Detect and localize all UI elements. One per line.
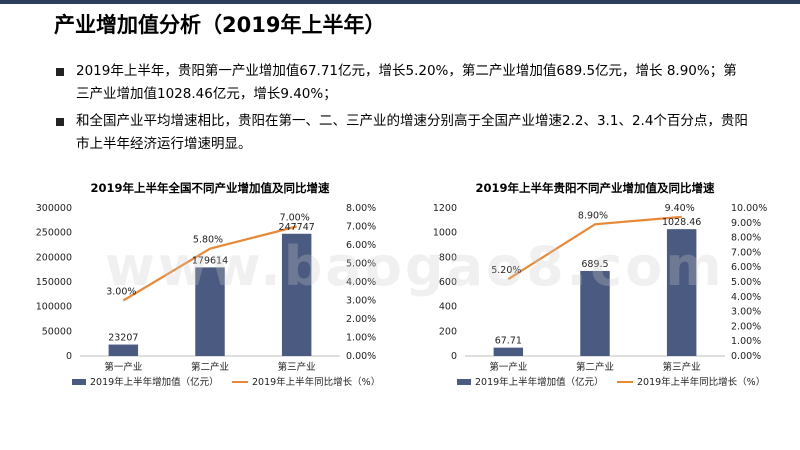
guiyang-growth-line [507,215,682,280]
national-line-value-label: 5.80% [193,235,223,246]
national-line-value-label: 3.00% [106,287,136,298]
guiyang-right-tick-label: 1.00% [731,336,761,347]
national-bar-value-label: 23207 [108,333,138,344]
national-left-tick-label: 150000 [36,277,72,288]
national-bar-value-label: 179614 [192,255,228,266]
bullet-text: 和全国产业平均增速相比，贵阳在第一、二、三产业的增速分别高于全国产业增速2.2、… [76,113,748,152]
guiyang-title: 2019年上半年贵阳不同产业增加值及同比增速 [475,181,715,195]
national-growth-line [122,225,297,302]
guiyang-category-label: 第一产业 [489,361,527,373]
bullet-item: 和全国产业平均增速相比，贵阳在第一、二、三产业的增速分别高于全国产业增速2.2、… [50,110,750,156]
guiyang-line-value-label: 5.20% [491,265,521,276]
national-right-tick-label: 7.00% [346,222,376,233]
guiyang-left-tick-label: 800 [439,252,457,263]
guiyang-line-value-label: 9.40% [665,203,695,214]
guiyang-right-tick-label: 7.00% [731,247,761,258]
guiyang-legend-line-label: 2019年上半年同比增长（%） [637,376,765,388]
national-category-label: 第二产业 [191,361,229,373]
national-left-tick-label: 250000 [36,228,72,239]
guiyang-left-tick-label: 0 [451,351,457,362]
guiyang-bar [666,229,697,356]
guiyang-left-tick-label: 1200 [433,203,457,214]
national-legend-bar-swatch [72,379,86,385]
guiyang-line-value-label: 8.90% [578,210,608,221]
guiyang-right-tick-label: 6.00% [731,262,761,273]
national-industry-chart: 2019年上半年全国不同产业增加值及同比增速 0 50000 100000 150000… [20,178,400,418]
national-right-tick-label: 8.00% [346,203,376,214]
national-title: 2019年上半年全国不同产业增加值及同比增速 [90,181,330,195]
national-line-value-label: 7.00% [280,213,310,224]
guiyang-bar-value-label: 689.5 [581,259,608,270]
national-category-label: 第三产业 [278,361,316,373]
national-bar [281,233,312,356]
guiyang-left-tick-label: 400 [439,302,457,313]
bullet-item: 2019年上半年，贵阳第一产业增加值67.71亿元，增长5.20%，第二产业增加… [50,60,750,106]
national-right-tick-label: 5.00% [346,259,376,270]
guiyang-legend-bar-swatch [457,379,471,385]
national-bar [195,267,225,356]
guiyang-right-tick-label: 8.00% [731,233,761,244]
guiyang-industry-chart: 2019年上半年贵阳不同产业增加值及同比增速 0 200 400 600 800 1000 1… [405,178,785,418]
bullet-list: 2019年上半年，贵阳第一产业增加值67.71亿元，增长5.20%，第二产业增加… [50,60,750,160]
guiyang-right-tick-label: 10.00% [731,203,767,214]
national-bar [108,344,139,356]
national-left-tick-label: 300000 [36,203,72,214]
bullet-square-icon [56,118,64,126]
national-right-tick-label: 3.00% [346,296,376,307]
national-left-tick-label: 0 [66,351,72,362]
national-bar-value-label: 247747 [279,222,315,233]
guiyang-left-tick-label: 1000 [433,228,457,239]
guiyang-right-tick-label: 5.00% [731,277,761,288]
national-left-tick-label: 100000 [36,302,72,313]
national-right-tick-label: 2.00% [346,314,376,325]
guiyang-legend-bar-label: 2019年上半年增加值（亿元） [475,376,604,388]
guiyang-left-tick-label: 200 [439,326,457,337]
guiyang-industry-chart-svg: 2019年上半年贵阳不同产业增加值及同比增速 0 200 400 600 800 1000 1… [433,181,767,388]
national-left-tick-label: 50000 [42,326,72,337]
top-accent-bar [0,0,800,4]
bullet-text: 2019年上半年，贵阳第一产业增加值67.71亿元，增长5.20%，第二产业增加… [76,63,737,102]
guiyang-category-label: 第三产业 [663,361,701,373]
guiyang-bar-value-label: 1028.46 [662,217,701,228]
national-left-tick-label: 200000 [36,252,72,263]
guiyang-right-tick-label: 9.00% [731,218,761,229]
guiyang-right-tick-label: 2.00% [731,321,761,332]
national-legend-line-label: 2019年上半年同比增长（%） [252,376,380,388]
guiyang-bar-value-label: 67.71 [495,336,522,347]
guiyang-bar [580,270,610,356]
national-industry-chart-svg: 2019年上半年全国不同产业增加值及同比增速 0 50000 100000 150000… [36,181,380,388]
guiyang-category-label: 第二产业 [576,361,614,373]
national-right-tick-label: 6.00% [346,240,376,251]
national-right-tick-label: 4.00% [346,277,376,288]
guiyang-right-tick-label: 0.00% [731,351,761,362]
page-title: 产业增加值分析（2019年上半年） [54,13,386,37]
watermark: www.baogao8.com [105,235,725,298]
national-legend-bar-label: 2019年上半年增加值（亿元） [90,376,219,388]
guiyang-left-tick-label: 600 [439,277,457,288]
national-right-tick-label: 1.00% [346,333,376,344]
bullet-square-icon [56,68,64,76]
national-category-label: 第一产业 [104,361,142,373]
guiyang-right-tick-label: 3.00% [731,307,761,318]
national-right-tick-label: 0.00% [346,351,376,362]
guiyang-bar [493,347,524,356]
guiyang-right-tick-label: 4.00% [731,292,761,303]
